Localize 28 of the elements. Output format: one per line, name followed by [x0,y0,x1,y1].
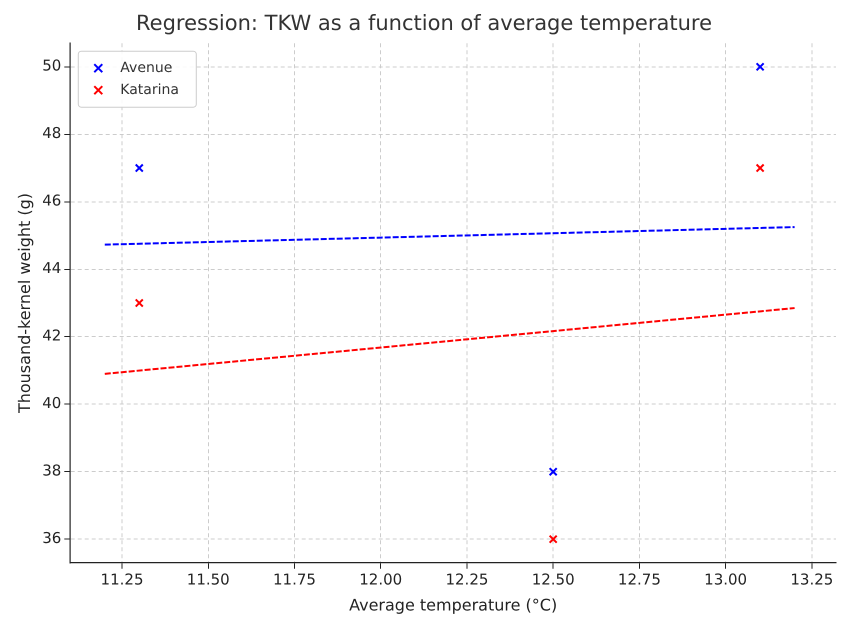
point [548,534,558,544]
x-tick-label: 11.25 [100,570,144,589]
point [134,298,144,308]
point [756,62,765,72]
y-tick-label: 36 [42,529,62,548]
x-tick-label: 12.00 [359,570,402,589]
legend-label: Katarina [120,82,179,98]
point [134,164,144,173]
x-tick-label: 12.75 [618,570,661,589]
y-tick-label: 44 [42,259,62,278]
point [548,467,558,476]
x-axis-title: Average temperature (°C) [349,596,558,615]
x-tick-label: 13.25 [790,570,834,589]
x-tick-label: 12.50 [532,570,575,589]
point [756,164,765,173]
y-tick-label: 38 [42,462,62,480]
y-axis-title: Thousand-kernel weight (g) [14,192,34,414]
y-tick-label: 46 [42,192,62,210]
x-tick-label: 13.00 [704,570,748,589]
x-tick-label: 11.50 [186,570,230,589]
x-tick-label: 12.25 [445,570,488,589]
y-tick-label: 50 [42,56,62,75]
y-tick-label: 40 [42,394,62,412]
x-tick-label: 11.75 [273,570,316,589]
chart-title: Regression: TKW as a function of average temperature [136,11,712,36]
y-tick-label: 42 [42,326,62,345]
y-tick-label: 48 [42,124,62,142]
legend-label: Avenue [120,60,172,76]
